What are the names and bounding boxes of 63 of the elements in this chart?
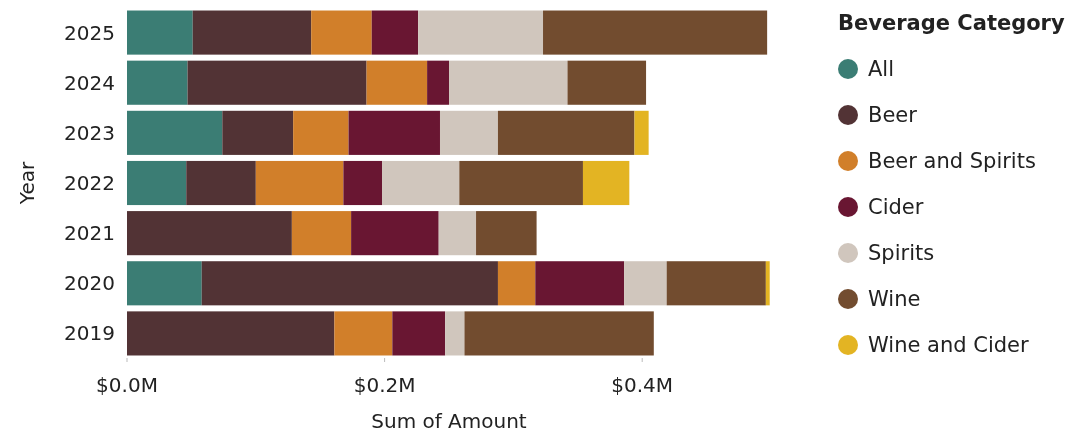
bar [497, 261, 536, 306]
bar [127, 60, 188, 105]
x-tick-label: $0.2M [353, 373, 416, 397]
bar [427, 60, 449, 105]
bar [127, 160, 187, 206]
bar [343, 160, 383, 206]
legend-label: Cider [868, 195, 924, 220]
bar [439, 110, 498, 155]
bar [371, 10, 419, 55]
legend-title: Beverage Category [838, 11, 1065, 35]
bar [293, 110, 349, 155]
bar [476, 211, 537, 256]
bar [127, 110, 223, 155]
bar [222, 110, 294, 155]
y-tick-label: 2019 [64, 321, 115, 346]
bar [311, 10, 372, 55]
x-tick-label: $0.4M [611, 373, 674, 397]
y-tick-label: 2024 [64, 70, 115, 95]
bar [291, 211, 352, 256]
legend-label: Spirits [868, 241, 935, 266]
bar [543, 10, 768, 55]
bar [459, 160, 583, 206]
bar [765, 261, 770, 306]
bar [445, 311, 465, 356]
bar [127, 261, 202, 306]
legend-label: Beer and Spirits [868, 149, 1036, 174]
y-tick-label: 2022 [64, 171, 115, 195]
bar [366, 60, 428, 105]
bar [449, 60, 568, 105]
bar [127, 211, 292, 256]
bar [582, 160, 630, 206]
bar [634, 110, 649, 155]
y-axis-title: Year [15, 161, 39, 206]
y-tick-label: 2021 [64, 221, 115, 246]
bar [464, 311, 654, 356]
bar [438, 211, 477, 256]
y-tick-label: 2020 [64, 271, 115, 296]
bar [535, 261, 625, 306]
legend-label: Wine [868, 287, 921, 312]
x-tick-label: $0.0M [96, 373, 158, 397]
bar [567, 60, 647, 105]
bar [497, 110, 635, 155]
legend-label: Wine and Cider [868, 333, 1029, 358]
bar [351, 211, 439, 256]
y-tick-label: 2023 [64, 120, 115, 145]
bar [255, 160, 344, 206]
bar [418, 10, 544, 55]
bar [201, 261, 498, 306]
bar [348, 110, 440, 155]
bar [192, 10, 312, 55]
bar [392, 311, 446, 356]
x-axis-title: Sum of Amount [371, 409, 527, 433]
y-tick-label: 2025 [64, 20, 115, 45]
bar [382, 160, 460, 206]
bar [187, 60, 367, 105]
bar [127, 10, 193, 55]
legend-label: Beer [868, 103, 918, 128]
bar [127, 311, 335, 356]
bar [624, 261, 667, 306]
bar [186, 160, 256, 206]
bar [334, 311, 393, 356]
bar [666, 261, 766, 306]
legend-label: All [868, 57, 895, 82]
